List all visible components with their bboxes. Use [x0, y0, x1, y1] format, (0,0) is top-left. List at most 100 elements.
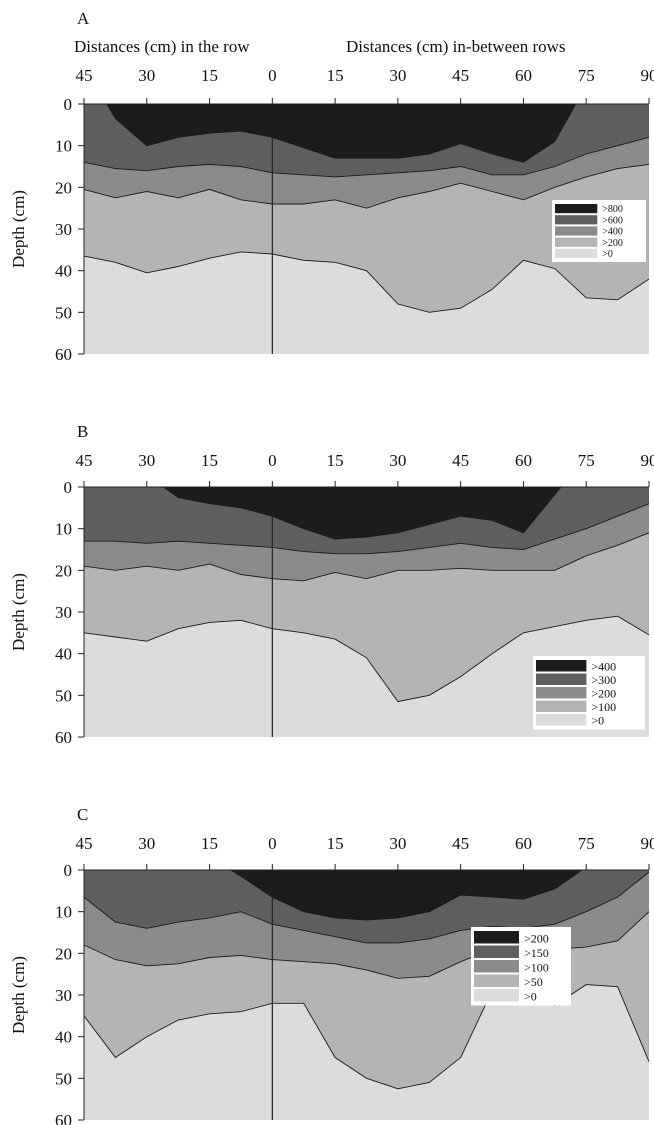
- between-rows-caption: Distances (cm) in-between rows: [346, 37, 566, 56]
- legend-swatch: [474, 974, 519, 987]
- x-tick-label: 0: [268, 66, 277, 85]
- contour-plot-c: 45 30 15 0 15 30 45 60 75 90 0 10 20 30 40 50 60 >200>150…: [55, 834, 654, 1125]
- x-tick-label: 30: [389, 834, 406, 853]
- x-tick-label: 0: [268, 451, 277, 470]
- contour-band-4: [163, 487, 562, 540]
- contour-line-4: [163, 486, 562, 540]
- y-tick-label: 50: [55, 1069, 72, 1088]
- y-tick-label: 60: [55, 1111, 72, 1125]
- contour-band-4: [230, 870, 582, 920]
- legend-swatch: [555, 248, 598, 258]
- legend-label: >0: [524, 990, 537, 1004]
- legend-swatch: [536, 673, 587, 685]
- legend-label: >600: [602, 215, 623, 226]
- legend-label: >150: [524, 946, 549, 960]
- x-tick-label: 60: [515, 834, 532, 853]
- contour-line-3: [84, 503, 650, 555]
- legend: >400>300>200>100>0: [533, 656, 645, 730]
- x-tick-label: 90: [641, 834, 654, 853]
- legend-swatch: [474, 960, 519, 973]
- y-tick-label: 40: [55, 1028, 72, 1047]
- x-tick-label: 0: [268, 834, 277, 853]
- legend-label: >50: [524, 975, 543, 989]
- x-tick-label: 15: [327, 451, 344, 470]
- panel-label-c: C: [77, 805, 88, 824]
- legend-label: >0: [602, 249, 613, 260]
- legend-swatch: [474, 931, 519, 944]
- x-tick-label: 45: [76, 66, 93, 85]
- contour-line-3: [83, 871, 650, 944]
- x-tick-label: 15: [327, 66, 344, 85]
- x-tick-label: 45: [76, 834, 93, 853]
- x-tick-label: 30: [389, 451, 406, 470]
- x-tick-label: 15: [201, 66, 218, 85]
- x-tick-label: 45: [452, 66, 469, 85]
- y-tick-label: 0: [64, 861, 73, 880]
- x-tick-label: 60: [515, 451, 532, 470]
- y-tick-label: 30: [55, 603, 72, 622]
- contour-line-2: [83, 532, 650, 582]
- legend-swatch: [555, 226, 598, 236]
- legend-swatch: [555, 204, 598, 214]
- legend-swatch: [536, 714, 587, 726]
- legend-swatch: [536, 687, 587, 699]
- y-tick-label: 10: [55, 520, 72, 539]
- y-tick-label: 60: [55, 728, 72, 747]
- y-tick-label: 40: [55, 645, 72, 664]
- x-tick-label: 15: [201, 451, 218, 470]
- contour-plot-b: 45 30 15 0 15 30 45 60 75 90 0 10 20 30 40 50 60 >400>300…: [55, 451, 654, 747]
- panel-c: C Depth (cm) 45 30 15 0 15 30 45 60 75 9001020304…: [9, 805, 654, 1125]
- contour-line-1: [83, 251, 650, 313]
- x-tick-label: 60: [515, 66, 532, 85]
- contour-line-2: [83, 163, 650, 209]
- x-tick-label: 75: [578, 66, 595, 85]
- x-tick-label: 90: [641, 66, 654, 85]
- y-tick-label: 50: [55, 686, 72, 705]
- x-tick-label: 75: [578, 834, 595, 853]
- y-axis-label-b: Depth (cm): [9, 573, 28, 651]
- x-tick-label: 75: [578, 451, 595, 470]
- legend-swatch: [555, 237, 598, 247]
- legend-label: >100: [524, 961, 549, 975]
- legend-swatch: [555, 215, 598, 225]
- legend-label: >200: [602, 238, 623, 249]
- legend-label: >400: [591, 660, 616, 674]
- legend-label: >300: [591, 673, 616, 687]
- y-tick-label: 60: [55, 345, 72, 364]
- panel-label-a: A: [77, 9, 90, 28]
- y-tick-label: 30: [55, 986, 72, 1005]
- x-tick-label: 30: [389, 66, 406, 85]
- y-axis-label-c: Depth (cm): [9, 956, 28, 1034]
- contour-line-4: [106, 103, 577, 163]
- x-tick-label: 15: [201, 834, 218, 853]
- legend-swatch: [474, 945, 519, 958]
- legend-label: >800: [602, 204, 623, 215]
- x-tick-label: 45: [76, 451, 93, 470]
- contour-line-1: [83, 615, 650, 703]
- x-tick-label: 30: [138, 834, 155, 853]
- in-row-caption: Distances (cm) in the row: [74, 37, 250, 56]
- legend-swatch: [536, 700, 587, 712]
- x-tick-label: 15: [327, 834, 344, 853]
- y-tick-label: 40: [55, 262, 72, 281]
- legend-swatch: [536, 660, 587, 672]
- legend-swatch: [474, 989, 519, 1002]
- contour-band-4: [107, 104, 576, 163]
- contour-line-3: [83, 136, 650, 178]
- y-tick-label: 30: [55, 220, 72, 239]
- legend-label: >0: [591, 714, 604, 728]
- y-tick-label: 50: [55, 303, 72, 322]
- x-tick-label: 30: [138, 66, 155, 85]
- x-tick-label: 45: [452, 834, 469, 853]
- x-tick-label: 30: [138, 451, 155, 470]
- legend: >800>600>400>200>0: [552, 200, 646, 262]
- x-tick-label: 45: [452, 451, 469, 470]
- legend-label: >100: [591, 700, 616, 714]
- panel-a: A Depth (cm) 45 30 15 0 15 30 45 60 75 9001020304…: [9, 9, 654, 364]
- y-tick-label: 0: [64, 478, 73, 497]
- y-tick-label: 10: [55, 903, 72, 922]
- y-tick-label: 20: [55, 561, 72, 580]
- contour-plot-a: 45 30 15 0 15 30 45 60 75 90 0 10 20 30 40 50 60 >800>600…: [55, 66, 654, 364]
- legend-label: >400: [602, 227, 623, 238]
